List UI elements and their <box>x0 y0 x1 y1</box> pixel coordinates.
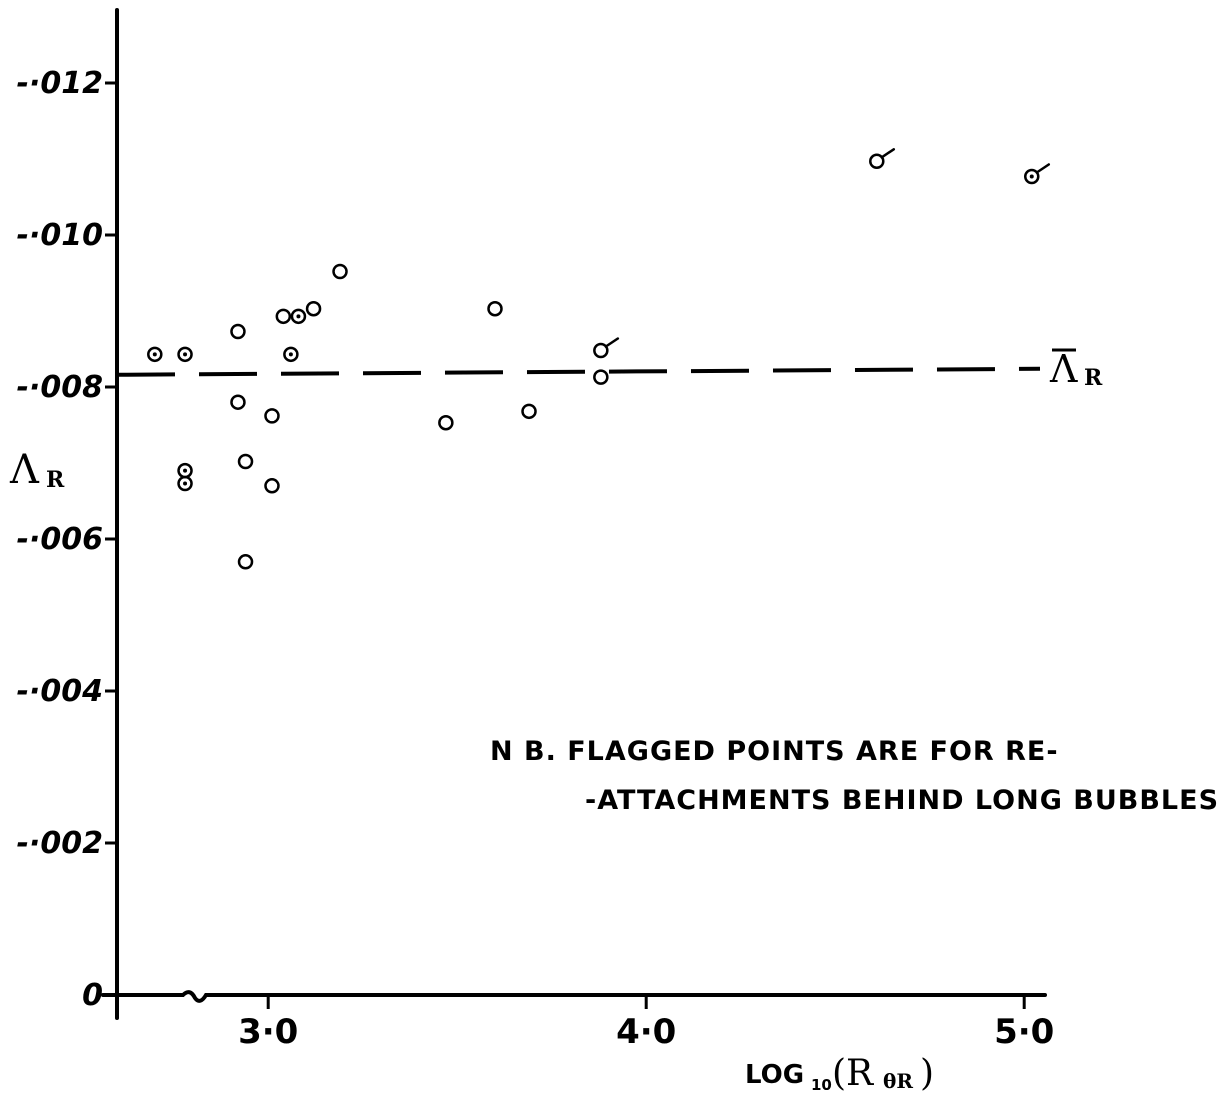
flagged-data-point <box>869 148 896 170</box>
point-circle <box>438 414 454 431</box>
data-points <box>147 148 1051 570</box>
data-point <box>177 346 193 363</box>
point-center-dot <box>1029 174 1034 179</box>
x-axis-label-close: ) <box>920 1053 934 1094</box>
point-circle <box>332 263 348 280</box>
point-center-dot <box>152 352 157 357</box>
point-circle <box>869 153 885 170</box>
point-circle <box>237 453 254 470</box>
y-tick-label: -·002 <box>17 826 103 861</box>
x-tick-label: 5·0 <box>994 1012 1054 1052</box>
point-center-dot <box>183 352 188 357</box>
point-center-dot <box>296 314 301 319</box>
data-point <box>290 308 307 325</box>
mean-label-text: Λ <box>1049 347 1078 391</box>
point-circle <box>230 323 246 340</box>
x-ticks: 3·0 4·0 5·0 <box>238 995 1054 1052</box>
point-circle <box>177 475 193 492</box>
x-tick-label: 3·0 <box>238 1012 298 1052</box>
mean-line <box>116 366 1041 377</box>
point-circle <box>521 403 537 420</box>
y-axis-label-subscript: R <box>46 467 65 493</box>
data-point <box>177 462 193 479</box>
flagged-data-point <box>593 337 620 359</box>
x-axis-label-arg: (R <box>832 1053 874 1094</box>
point-circle <box>290 308 307 325</box>
data-point <box>230 394 246 410</box>
data-point <box>147 346 163 363</box>
data-point <box>275 308 292 325</box>
point-circle <box>264 408 280 424</box>
flagged-data-point <box>1024 163 1051 185</box>
data-point <box>283 346 299 363</box>
annotation: N B. FLAGGED POINTS ARE FOR RE- -ATTACHM… <box>490 736 1220 816</box>
y-axis-label-text: Λ <box>9 447 40 493</box>
point-circle <box>283 346 299 363</box>
x-axis-label-log: LOG <box>745 1060 804 1090</box>
data-point <box>593 369 609 385</box>
point-center-dot <box>183 481 188 486</box>
data-point <box>438 414 454 431</box>
point-flag <box>880 148 896 159</box>
point-circle <box>237 554 254 570</box>
point-circle <box>487 300 503 317</box>
x-axis <box>101 990 1047 1003</box>
y-tick-label: -·008 <box>17 370 103 405</box>
data-point <box>230 323 246 340</box>
x-axis-label: LOG 10 (R θR ) <box>745 1053 934 1094</box>
point-circle <box>593 342 609 359</box>
x-axis-label-arg-subscript: θR <box>883 1069 913 1093</box>
point-circle <box>177 346 193 363</box>
annotation-line-2: -ATTACHMENTS BEHIND LONG BUBBLES. <box>585 785 1220 816</box>
data-point <box>177 475 193 492</box>
mean-label-subscript: R <box>1084 365 1103 391</box>
point-circle <box>1024 168 1040 185</box>
mean-label: Λ R <box>1049 347 1103 391</box>
data-point <box>237 453 254 470</box>
data-point <box>305 300 322 317</box>
point-circle <box>147 346 163 363</box>
point-center-dot <box>183 468 188 473</box>
data-point <box>332 263 348 280</box>
y-axis-label: Λ R <box>9 447 65 493</box>
y-tick-label: -·004 <box>17 674 103 709</box>
y-ticks: 0 -·002 -·004 -·006 -·008 -·010 -·012 <box>17 66 117 1013</box>
y-tick-label: -·012 <box>17 66 103 101</box>
point-flag <box>1035 163 1051 174</box>
point-circle <box>593 369 609 385</box>
point-center-dot <box>288 352 293 357</box>
y-tick-label: -·006 <box>17 522 103 557</box>
point-circle <box>305 300 322 317</box>
data-point <box>521 403 537 420</box>
point-circle <box>275 308 292 325</box>
x-tick-label: 4·0 <box>616 1012 676 1052</box>
point-circle <box>264 478 280 494</box>
x-axis-label-base: 10 <box>811 1076 832 1094</box>
annotation-line-1: N B. FLAGGED POINTS ARE FOR RE- <box>490 736 1059 767</box>
data-point <box>487 300 503 317</box>
point-circle <box>230 394 246 410</box>
y-tick-label: -·010 <box>17 218 103 253</box>
data-point <box>264 408 280 424</box>
y-tick-label: 0 <box>82 978 103 1013</box>
data-point <box>264 478 280 494</box>
data-point <box>237 554 254 570</box>
point-flag <box>604 337 620 348</box>
